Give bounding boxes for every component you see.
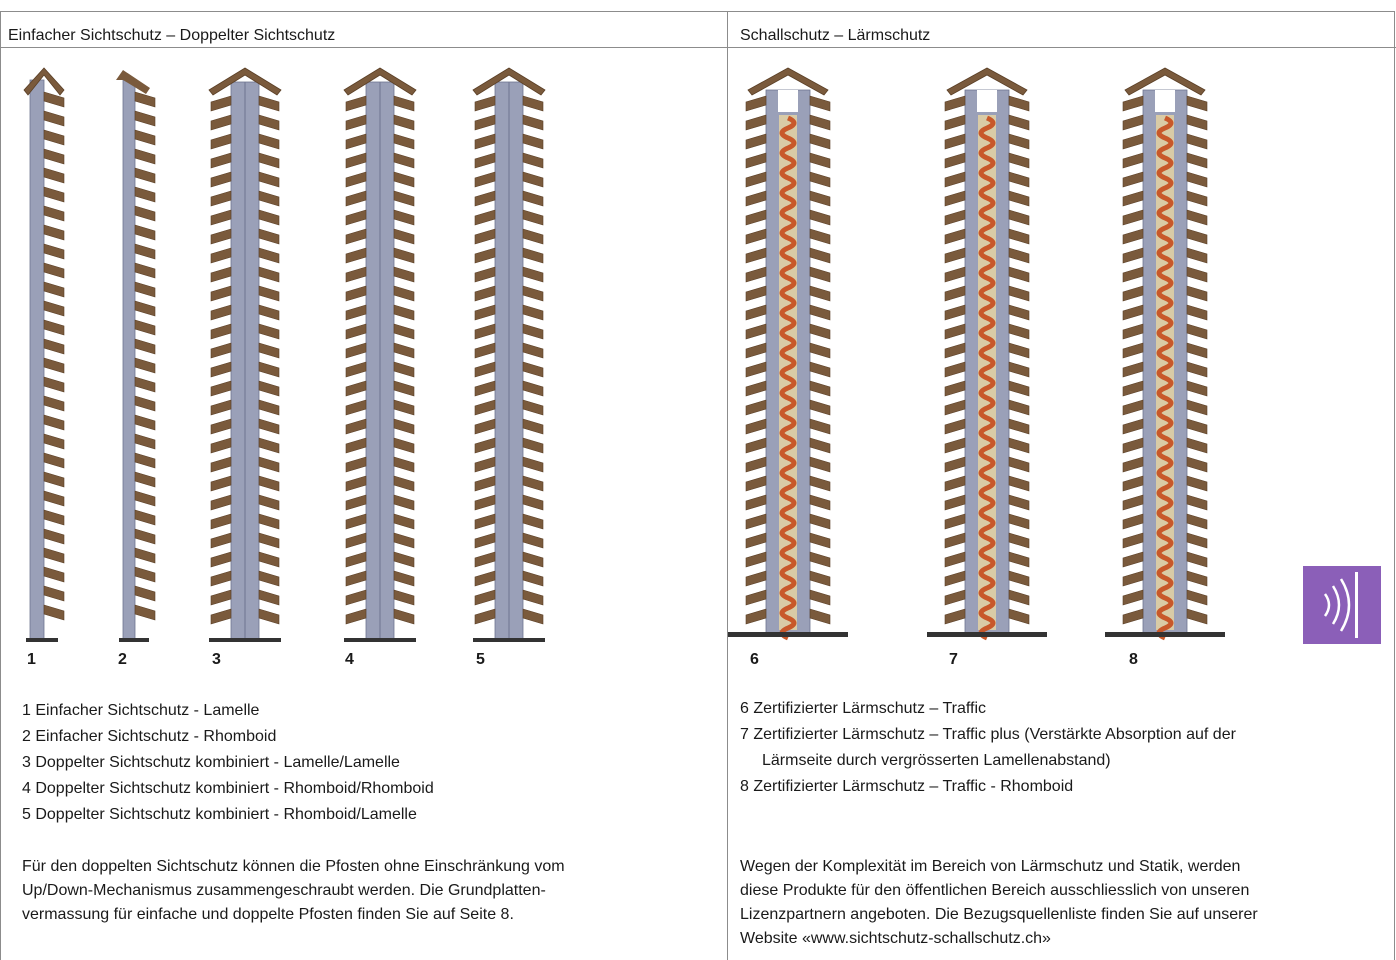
figure-number-7: 7 <box>949 651 958 668</box>
legend-item-continuation: Lärmseite durch vergrösserten Lamellenab… <box>762 752 1111 769</box>
legend-item: 2 Einfacher Sichtschutz - Rhomboid <box>22 728 277 745</box>
header-divider <box>0 47 1396 48</box>
table-frame <box>0 11 1395 960</box>
legend-item: 4 Doppelter Sichtschutz kombiniert - Rho… <box>22 780 434 797</box>
figure-number-1: 1 <box>27 651 36 668</box>
left-legend: 1 Einfacher Sichtschutz - Lamelle 2 Einf… <box>22 698 434 828</box>
legend-item: 7 Zertifizierter Lärmschutz – Traffic pl… <box>740 726 1236 743</box>
legend-item: 5 Doppelter Sichtschutz kombiniert - Rho… <box>22 806 417 823</box>
left-description: Für den doppelten Sichtschutz können die… <box>22 858 565 923</box>
figure-number-5: 5 <box>476 651 485 668</box>
figure-number-6: 6 <box>750 651 759 668</box>
right-column-title: Schallschutz – Lärmschutz <box>740 27 931 44</box>
legend-item: 6 Zertifizierter Lärmschutz – Traffic <box>740 700 986 717</box>
legend-item: 3 Doppelter Sichtschutz kombiniert - Lam… <box>22 754 400 771</box>
left-column-title: Einfacher Sichtschutz – Doppelter Sichts… <box>8 27 336 44</box>
figure-number-4: 4 <box>345 651 354 668</box>
legend-item: 8 Zertifizierter Lärmschutz – Traffic - … <box>740 778 1074 795</box>
figure-number-2: 2 <box>118 651 127 668</box>
legend-item: 1 Einfacher Sichtschutz - Lamelle <box>22 702 260 719</box>
right-legend: 6 Zertifizierter Lärmschutz – Traffic 7 … <box>740 696 1236 800</box>
sound-wave-icon <box>1303 566 1381 644</box>
column-divider <box>727 11 728 960</box>
right-description: Wegen der Komplexität im Bereich von Lär… <box>740 858 1258 947</box>
figure-number-3: 3 <box>212 651 221 668</box>
figure-number-8: 8 <box>1129 651 1138 668</box>
